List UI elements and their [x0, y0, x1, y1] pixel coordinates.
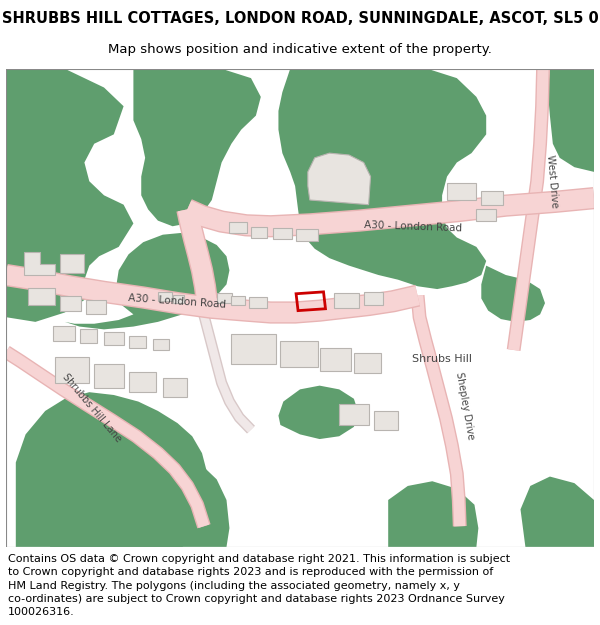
Polygon shape	[86, 300, 106, 314]
Polygon shape	[232, 334, 275, 364]
Polygon shape	[388, 481, 478, 547]
Polygon shape	[278, 386, 359, 439]
Text: Shepley Drive: Shepley Drive	[454, 372, 476, 441]
Text: Shrubs Hill: Shrubs Hill	[412, 354, 472, 364]
Polygon shape	[128, 336, 146, 348]
Polygon shape	[229, 221, 247, 232]
Polygon shape	[334, 292, 359, 308]
Polygon shape	[153, 339, 169, 350]
Polygon shape	[280, 341, 317, 367]
Polygon shape	[16, 392, 207, 547]
Text: Shrubbs Hill Lane: Shrubbs Hill Lane	[61, 372, 124, 444]
Polygon shape	[354, 352, 382, 373]
Polygon shape	[163, 378, 187, 397]
Polygon shape	[320, 348, 351, 371]
Polygon shape	[94, 364, 124, 388]
Polygon shape	[158, 292, 172, 301]
Polygon shape	[548, 69, 594, 172]
Text: to Crown copyright and database rights 2023 and is reproduced with the permissio: to Crown copyright and database rights 2…	[8, 568, 493, 578]
Text: 100026316.: 100026316.	[8, 608, 74, 618]
Text: West Drive: West Drive	[545, 154, 559, 208]
Polygon shape	[251, 227, 266, 238]
Text: co-ordinates) are subject to Crown copyright and database rights 2023 Ordnance S: co-ordinates) are subject to Crown copyr…	[8, 594, 505, 604]
Polygon shape	[28, 288, 55, 305]
Polygon shape	[249, 296, 266, 308]
Text: A30 - London Road: A30 - London Road	[128, 293, 227, 309]
Polygon shape	[278, 69, 486, 289]
Polygon shape	[217, 292, 232, 303]
Polygon shape	[104, 332, 124, 345]
Polygon shape	[50, 439, 229, 547]
Polygon shape	[476, 209, 496, 221]
Polygon shape	[481, 266, 545, 322]
Polygon shape	[296, 229, 317, 241]
Text: HM Land Registry. The polygons (including the associated geometry, namely x, y: HM Land Registry. The polygons (includin…	[8, 581, 460, 591]
Polygon shape	[65, 232, 229, 329]
Text: A30 - London Road: A30 - London Road	[364, 219, 462, 233]
Polygon shape	[339, 404, 368, 425]
Polygon shape	[23, 251, 55, 275]
Polygon shape	[447, 183, 476, 200]
Text: 1, SHRUBBS HILL COTTAGES, LONDON ROAD, SUNNINGDALE, ASCOT, SL5 0LB: 1, SHRUBBS HILL COTTAGES, LONDON ROAD, S…	[0, 11, 600, 26]
Polygon shape	[272, 228, 292, 239]
Polygon shape	[308, 153, 371, 205]
Polygon shape	[481, 191, 503, 205]
Polygon shape	[521, 476, 594, 547]
Polygon shape	[232, 296, 245, 305]
Text: Contains OS data © Crown copyright and database right 2021. This information is : Contains OS data © Crown copyright and d…	[8, 554, 510, 564]
Polygon shape	[60, 296, 82, 311]
Polygon shape	[6, 69, 133, 322]
Polygon shape	[60, 254, 85, 273]
Polygon shape	[173, 294, 184, 303]
Polygon shape	[374, 411, 398, 430]
Text: Map shows position and indicative extent of the property.: Map shows position and indicative extent…	[108, 42, 492, 56]
Polygon shape	[53, 326, 74, 341]
Polygon shape	[364, 292, 383, 305]
Polygon shape	[55, 356, 89, 382]
Polygon shape	[128, 371, 156, 392]
Polygon shape	[133, 69, 261, 226]
Polygon shape	[79, 329, 97, 342]
